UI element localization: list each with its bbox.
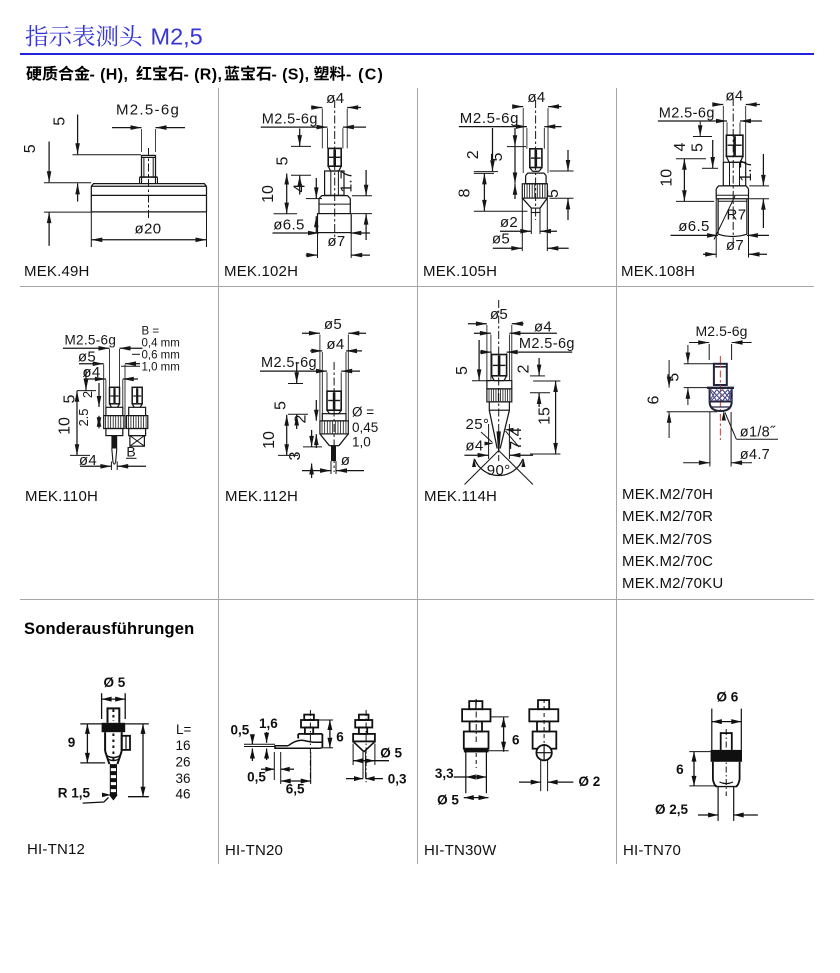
svg-text:ø4: ø4 (725, 88, 743, 105)
svg-text:ø4: ø4 (465, 438, 483, 455)
svg-text:0,5: 0,5 (247, 770, 266, 785)
svg-text:ø: ø (341, 452, 351, 469)
svg-text:2: 2 (80, 391, 95, 398)
svg-text:9: 9 (68, 735, 76, 750)
svg-text:ø6.5: ø6.5 (678, 218, 710, 235)
svg-text:ø7: ø7 (726, 237, 744, 254)
svg-text:3: 3 (287, 451, 304, 460)
svg-text:2: 2 (293, 414, 310, 423)
svg-text:8: 8 (457, 188, 474, 197)
svg-text:16: 16 (175, 738, 190, 753)
svg-text:36: 36 (175, 771, 190, 786)
svg-text:M2.5-6g: M2.5-6g (696, 323, 748, 339)
svg-text:1.7: 1.7 (339, 170, 356, 192)
svg-text:M2.5-6g: M2.5-6g (519, 336, 575, 352)
svg-text:Ø 2,5: Ø 2,5 (655, 802, 689, 817)
svg-text:5: 5 (62, 394, 79, 403)
svg-text:M2.5-6g: M2.5-6g (65, 333, 117, 348)
svg-text:ø6.5: ø6.5 (273, 217, 305, 234)
svg-text:ø5: ø5 (324, 316, 342, 333)
svg-text:ø5: ø5 (492, 231, 510, 248)
svg-text:5: 5 (22, 144, 39, 153)
svg-text:ø4: ø4 (534, 319, 552, 336)
svg-text:R 1,5: R 1,5 (58, 786, 91, 801)
svg-text:2: 2 (465, 150, 482, 159)
svg-text:1,0: 1,0 (352, 435, 371, 450)
svg-text:Ø 5: Ø 5 (437, 793, 459, 808)
svg-text:ø20: ø20 (134, 221, 161, 238)
svg-text:ø4: ø4 (527, 89, 545, 106)
svg-text:ø4.7: ø4.7 (740, 447, 770, 463)
svg-text:2.5: 2.5 (76, 408, 91, 426)
svg-text:M2.5-6g: M2.5-6g (659, 105, 715, 121)
svg-text:90°: 90° (487, 462, 511, 479)
svg-text:5: 5 (666, 373, 683, 382)
svg-text:M2.5-6g: M2.5-6g (261, 355, 317, 371)
svg-text:0,45: 0,45 (352, 420, 378, 435)
svg-text:5: 5 (275, 156, 292, 165)
svg-text:R7: R7 (727, 207, 747, 224)
svg-text:ø7: ø7 (327, 233, 345, 250)
svg-text:M2.5-6g: M2.5-6g (460, 110, 519, 127)
svg-text:Ø 6: Ø 6 (717, 690, 739, 705)
svg-text:ø4: ø4 (326, 90, 344, 107)
svg-text:0,4 mm: 0,4 mm (142, 338, 180, 350)
svg-text:ø5: ø5 (490, 306, 508, 323)
svg-text:15: 15 (537, 407, 554, 425)
svg-text:5: 5 (273, 401, 290, 410)
svg-text:10: 10 (57, 417, 74, 435)
svg-text:ø2: ø2 (500, 214, 518, 231)
svg-text:5: 5 (489, 152, 506, 161)
svg-text:Ø 5: Ø 5 (104, 675, 126, 690)
svg-text:10: 10 (260, 185, 277, 203)
svg-text:M2.5-6g: M2.5-6g (116, 102, 180, 119)
svg-text:4: 4 (292, 183, 309, 192)
svg-text:2: 2 (516, 364, 533, 373)
svg-text:6: 6 (646, 395, 663, 404)
svg-text:26: 26 (175, 755, 190, 770)
svg-text:Ø 2: Ø 2 (579, 774, 601, 789)
svg-text:Ø =: Ø = (352, 405, 374, 420)
svg-text:5: 5 (454, 366, 471, 375)
svg-text:46: 46 (175, 786, 190, 801)
svg-text:- (C): - (C) (346, 66, 384, 83)
svg-text:ø4: ø4 (326, 336, 344, 353)
svg-text:ø1/8˝: ø1/8˝ (740, 425, 776, 441)
svg-text:B =: B = (142, 326, 160, 338)
svg-text:1.7: 1.7 (738, 159, 755, 181)
svg-text:M2,5: M2,5 (151, 24, 203, 50)
svg-text:7.4: 7.4 (508, 427, 525, 449)
svg-text:10: 10 (261, 431, 278, 449)
svg-text:5: 5 (52, 117, 69, 126)
svg-text:0,6 mm: 0,6 mm (142, 350, 180, 362)
svg-text:1,6: 1,6 (259, 716, 278, 731)
svg-text:L=: L= (176, 722, 192, 737)
svg-text:Ø 5: Ø 5 (380, 746, 402, 761)
svg-text:6,5: 6,5 (286, 782, 305, 797)
svg-text:1,0 mm: 1,0 mm (142, 362, 180, 374)
svg-text:B: B (126, 444, 135, 460)
svg-text:6: 6 (676, 762, 684, 777)
svg-text:6: 6 (512, 733, 520, 748)
svg-text:25°: 25° (466, 416, 490, 433)
svg-text:0,5: 0,5 (231, 723, 250, 738)
svg-text:ø4: ø4 (82, 364, 100, 381)
svg-text:5: 5 (690, 143, 707, 152)
svg-text:- (R),: - (R), (184, 66, 223, 83)
svg-text:M2.5-6g: M2.5-6g (262, 112, 318, 128)
svg-text:6: 6 (336, 730, 344, 745)
svg-text:5: 5 (545, 189, 562, 198)
svg-text:10: 10 (659, 169, 676, 187)
svg-text:- (S),: - (S), (272, 66, 310, 83)
svg-text:3,3: 3,3 (435, 766, 454, 781)
svg-text:0,3: 0,3 (388, 772, 407, 787)
svg-text:ø5: ø5 (78, 349, 96, 366)
svg-text:ø4: ø4 (79, 452, 97, 469)
svg-text:4: 4 (672, 142, 689, 151)
svg-text:- (H),: - (H), (90, 66, 129, 83)
